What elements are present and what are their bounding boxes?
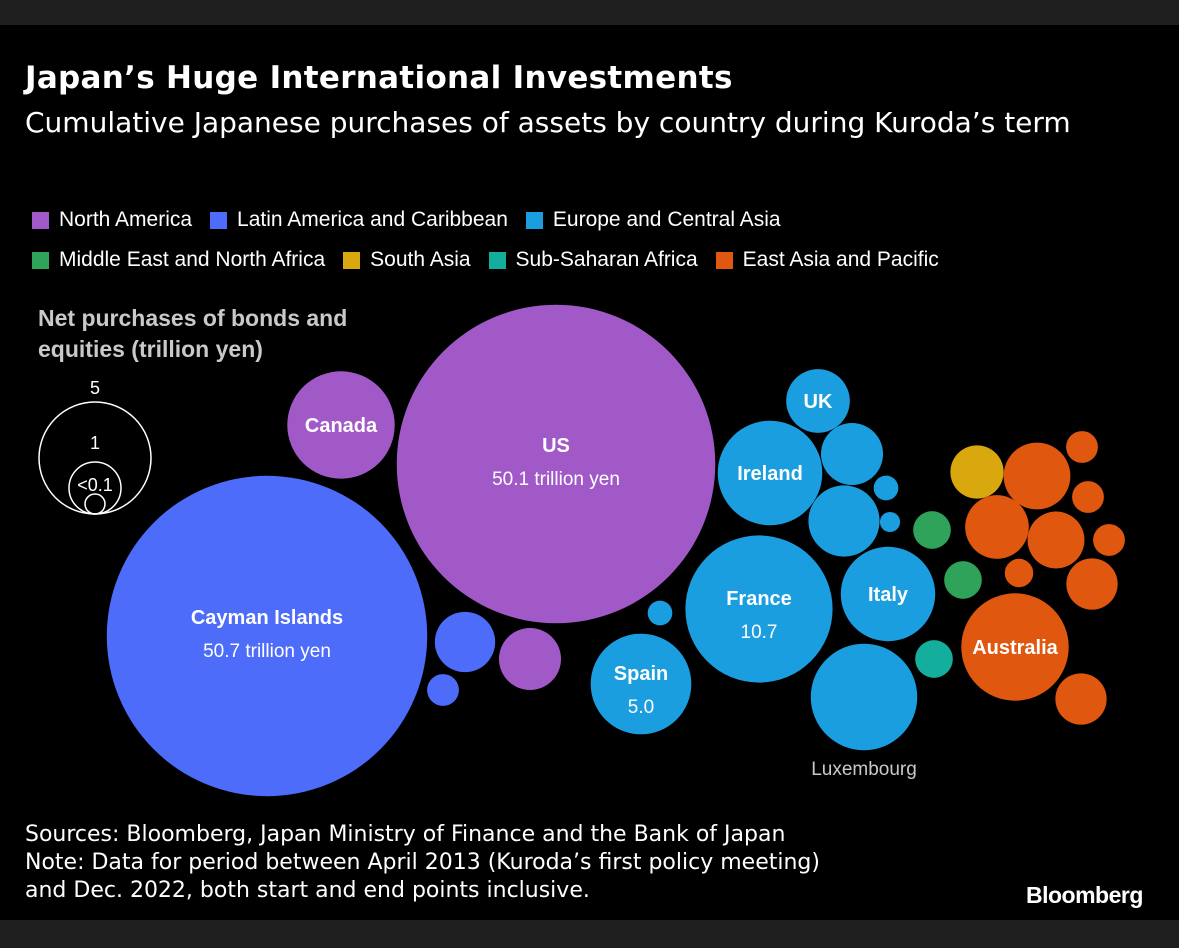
legend-row-2: Middle East and North Africa South Asia … [32,248,957,272]
bubble-italy [840,546,936,642]
bubble-canada [287,371,395,479]
legend-swatch [210,211,228,229]
bloomberg-logo: Bloomberg [1026,882,1143,908]
legend-label: South Asia [370,248,471,271]
bubble-label: France [726,588,792,610]
bubble [1055,673,1107,725]
bubble-label: Italy [868,584,909,606]
bubble-value-label: 50.1 trillion yen [492,469,620,490]
bubble-label: Luxembourg [811,759,917,780]
legend-item-sub-saharan: Sub-Saharan Africa [488,248,698,272]
bubble [950,445,1004,499]
bubble-us [396,304,716,624]
legend-swatch [343,251,361,269]
legend-swatch [715,251,733,269]
size-legend-title-line: equities (trillion yen) [38,336,263,362]
bubble [1066,431,1098,463]
bubble-label: Spain [614,663,668,685]
bubble-luxembourg [810,643,918,751]
bubble [915,640,953,678]
bubble [820,422,884,486]
legend-label: East Asia and Pacific [742,248,939,271]
sources-text: Sources: Bloomberg, Japan Ministry of Fi… [25,822,786,847]
bubble [1003,442,1071,510]
bubble-label: UK [804,391,833,413]
bubble [1004,558,1034,588]
bubble [965,495,1029,559]
size-legend-label: <0.1 [77,475,113,495]
size-legend-circle-small [84,493,106,515]
bubble [434,611,496,673]
bubble [1066,558,1118,610]
legend-item-europe: Europe and Central Asia [525,208,781,232]
bottom-bar [0,920,1179,948]
bubble-ireland [717,420,823,526]
size-legend-label: 1 [90,433,100,453]
bubble-label: Cayman Islands [191,607,343,629]
bubble-label: Australia [972,637,1058,659]
bubble [873,475,899,501]
bubble [808,485,880,557]
legend-label: Europe and Central Asia [552,208,781,231]
top-bar [0,0,1179,25]
bubbles-layer: Cayman Islands 50.7 trillion yen US 50.1 tr… [106,304,1125,797]
bubble-value-label: 5.0 [628,697,654,718]
note-text: Note: Data for period between April 2013… [25,850,820,875]
chart-subtitle: Cumulative Japanese purchases of assets … [25,106,1071,139]
legend-item-east-asia: East Asia and Pacific [715,248,939,272]
note-text: and Dec. 2022, both start and end points… [25,878,590,903]
legend-label: Latin America and Caribbean [237,208,508,231]
size-legend-title: Net purchases of bonds and equities (tri… [38,303,398,365]
bubble-uk [786,369,850,433]
legend-swatch [32,251,49,269]
bubble [647,600,673,626]
legend-item-north-america: North America [32,208,192,232]
bubble-value-label: 50.7 trillion yen [203,641,331,662]
bubble [944,561,982,599]
bubble-australia [961,593,1069,701]
legend-label: Sub-Saharan Africa [515,248,698,271]
legend-row-1: North America Latin America and Caribbea… [32,208,799,232]
bubble-cayman-islands [106,475,428,797]
footer-notes: Sources: Bloomberg, Japan Ministry of Fi… [25,821,1025,905]
legend-label: Middle East and North Africa [59,248,326,271]
bubble-france [685,535,833,683]
size-legend-label: 5 [90,378,100,398]
bubble-value-label: 10.7 [741,622,778,643]
legend-swatch [525,211,543,229]
bubble-label: Ireland [737,463,803,485]
bubble [1027,511,1085,569]
size-legend-circle-5 [38,401,152,515]
size-legend-title-line: Net purchases of bonds and [38,305,348,331]
legend-item-latin-america: Latin America and Caribbean [210,208,508,232]
chart-title: Japan’s Huge International Investments [25,60,733,96]
size-legend: 5 1 <0.1 [38,378,152,515]
bubble [879,511,901,533]
bubble [427,674,459,706]
bubble-label: Canada [305,415,378,437]
bubble [1072,481,1104,513]
bubble-label: US [542,435,570,457]
legend-swatch [488,251,506,269]
legend-item-south-asia: South Asia [343,248,471,272]
legend-swatch [32,211,49,229]
bubble [1093,524,1125,556]
legend-item-middle-east: Middle East and North Africa [32,248,325,272]
bubble [498,627,562,691]
bubble-spain [590,633,692,735]
bubble [913,511,951,549]
legend-label: North America [59,208,193,231]
